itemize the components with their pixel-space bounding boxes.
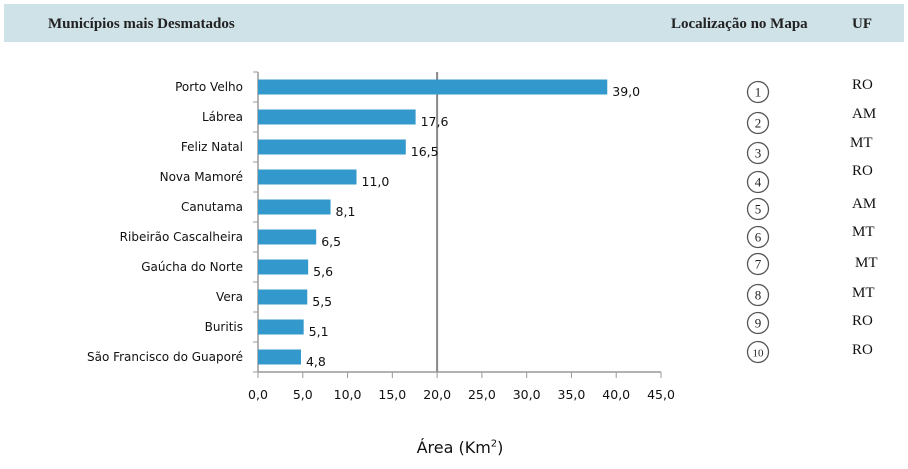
value-label: 6,5 bbox=[321, 234, 341, 249]
bar-3 bbox=[258, 139, 406, 155]
uf-code: RO bbox=[852, 163, 873, 179]
value-label: 11,0 bbox=[362, 174, 390, 189]
map-location-marker: 4 bbox=[746, 170, 770, 194]
uf-code: RO bbox=[852, 342, 873, 358]
marker-number: 3 bbox=[755, 146, 762, 161]
header-map-location-title: Localização no Mapa bbox=[671, 16, 808, 32]
x-tick-label: 0,0 bbox=[248, 387, 268, 402]
numbered-circle-icon: 4 bbox=[746, 170, 770, 194]
numbered-circle-icon: 1 bbox=[746, 80, 770, 104]
map-location-marker: 7 bbox=[746, 252, 770, 276]
category-label: Buritis bbox=[205, 320, 243, 334]
category-label: Feliz Natal bbox=[181, 140, 243, 154]
category-label: Porto Velho bbox=[175, 80, 243, 94]
value-label: 5,6 bbox=[313, 264, 333, 279]
uf-code: MT bbox=[852, 285, 875, 301]
bar-10 bbox=[258, 349, 301, 365]
uf-code: AM bbox=[852, 196, 877, 212]
x-tick-label: 45,0 bbox=[647, 387, 675, 402]
map-location-marker: 10 bbox=[746, 340, 770, 364]
x-axis-title: Área (Km2) bbox=[416, 438, 504, 457]
category-label: Ribeirão Cascalheira bbox=[120, 230, 243, 244]
value-label: 8,1 bbox=[336, 204, 356, 219]
value-label: 4,8 bbox=[306, 354, 326, 369]
numbered-circle-icon: 9 bbox=[746, 311, 770, 335]
x-tick-label: 20,0 bbox=[423, 387, 451, 402]
x-tick-label: 5,0 bbox=[293, 387, 313, 402]
value-label: 17,6 bbox=[421, 114, 449, 129]
numbered-circle-icon: 3 bbox=[746, 141, 770, 165]
numbered-circle-icon: 2 bbox=[746, 111, 770, 135]
x-tick-label: 40,0 bbox=[602, 387, 630, 402]
value-label: 16,5 bbox=[411, 144, 439, 159]
value-label: 39,0 bbox=[612, 84, 640, 99]
marker-number: 2 bbox=[755, 116, 762, 131]
bar-2 bbox=[258, 109, 416, 125]
map-location-marker: 2 bbox=[746, 111, 770, 135]
marker-number: 6 bbox=[755, 230, 762, 245]
category-label: Canutama bbox=[181, 200, 243, 214]
category-label: Gaúcha do Norte bbox=[141, 260, 243, 274]
uf-code: RO bbox=[852, 77, 873, 93]
marker-number: 5 bbox=[755, 202, 762, 217]
bar-9 bbox=[258, 319, 304, 335]
numbered-circle-icon: 7 bbox=[746, 252, 770, 276]
uf-code: MT bbox=[855, 255, 878, 271]
category-label: Lábrea bbox=[202, 110, 243, 124]
map-location-marker: 5 bbox=[746, 197, 770, 221]
numbered-circle-icon: 10 bbox=[746, 340, 770, 364]
map-location-marker: 9 bbox=[746, 311, 770, 335]
x-tick-label: 35,0 bbox=[558, 387, 586, 402]
uf-code: AM bbox=[852, 106, 877, 122]
map-location-marker: 3 bbox=[746, 141, 770, 165]
bar-8 bbox=[258, 289, 308, 305]
bar-7 bbox=[258, 259, 309, 275]
category-label: Vera bbox=[216, 290, 243, 304]
category-label: São Francisco do Guaporé bbox=[87, 350, 243, 364]
marker-number: 9 bbox=[755, 316, 762, 331]
numbered-circle-icon: 8 bbox=[746, 283, 770, 307]
bar-4 bbox=[258, 169, 357, 185]
header-uf-title: UF bbox=[852, 16, 872, 32]
value-label: 5,5 bbox=[312, 294, 332, 309]
bar-5 bbox=[258, 199, 331, 215]
numbered-circle-icon: 5 bbox=[746, 197, 770, 221]
map-location-marker: 8 bbox=[746, 283, 770, 307]
x-tick-label: 10,0 bbox=[334, 387, 362, 402]
x-tick-label: 25,0 bbox=[468, 387, 496, 402]
bar-1 bbox=[258, 79, 608, 95]
value-label: 5,1 bbox=[309, 324, 329, 339]
marker-number: 1 bbox=[755, 85, 762, 100]
x-axis-title-superscript: 2 bbox=[490, 438, 498, 450]
header-municipios-title: Municípios mais Desmatados bbox=[48, 16, 235, 32]
uf-code: MT bbox=[850, 135, 873, 151]
bar-6 bbox=[258, 229, 317, 245]
x-tick-label: 30,0 bbox=[513, 387, 541, 402]
marker-number: 10 bbox=[753, 348, 765, 360]
marker-number: 8 bbox=[755, 288, 762, 303]
marker-number: 7 bbox=[755, 257, 762, 272]
x-tick-label: 15,0 bbox=[378, 387, 406, 402]
uf-code: RO bbox=[852, 313, 873, 329]
marker-number: 4 bbox=[755, 175, 762, 190]
numbered-circle-icon: 6 bbox=[746, 225, 770, 249]
map-location-marker: 6 bbox=[746, 225, 770, 249]
map-location-marker: 1 bbox=[746, 80, 770, 104]
table-header-bar: Municípios mais Desmatados Localização n… bbox=[4, 4, 904, 42]
category-label: Nova Mamoré bbox=[160, 170, 243, 184]
uf-code: MT bbox=[852, 224, 875, 240]
